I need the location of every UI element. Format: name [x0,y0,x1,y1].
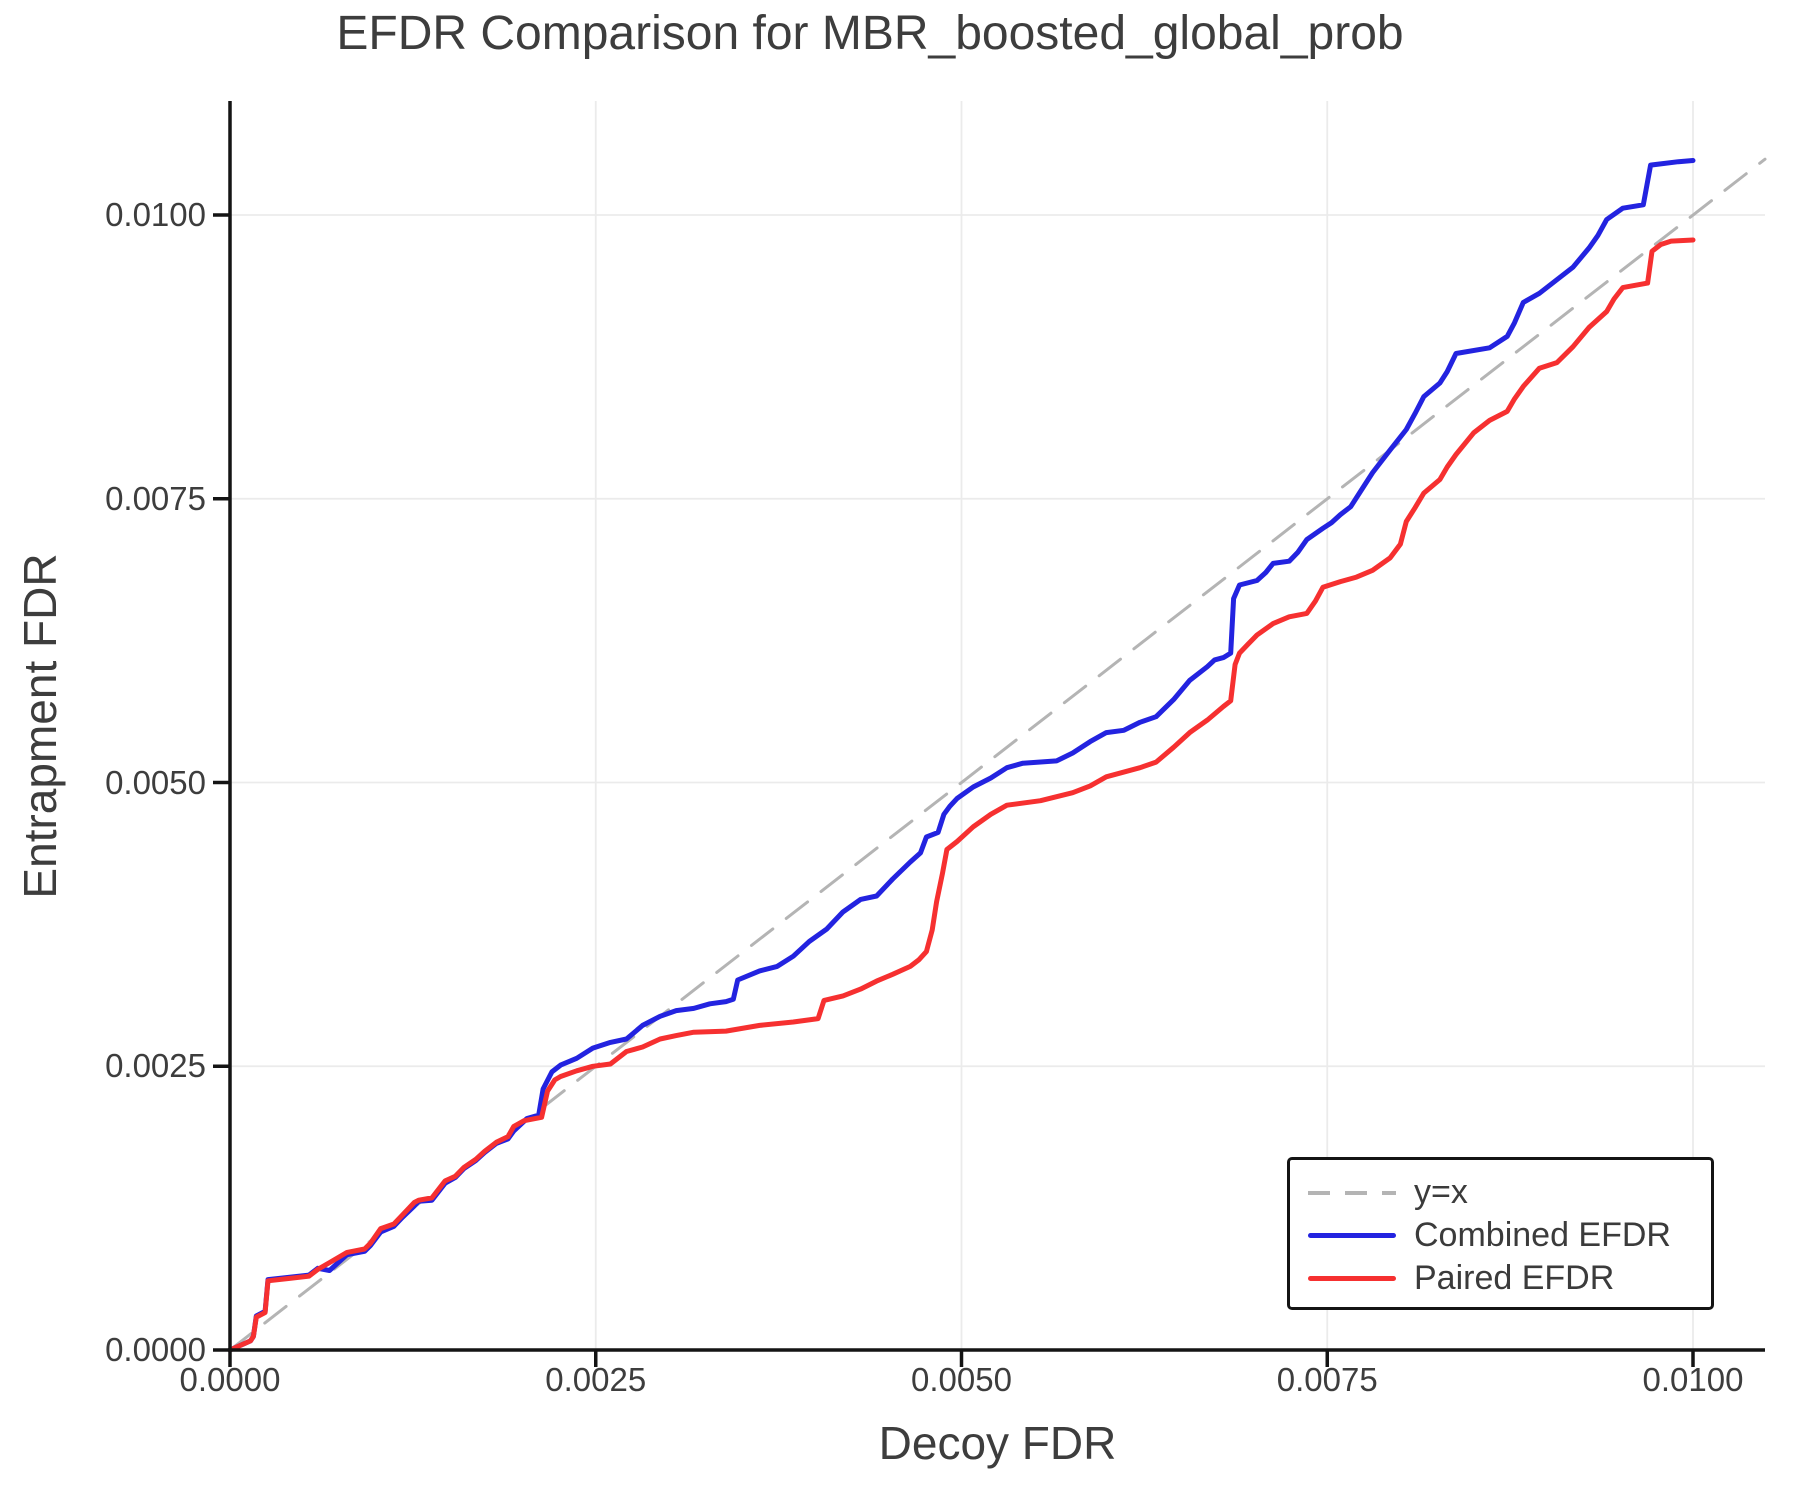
y-tick-label: 0.0000 [105,1331,206,1368]
legend-label: Combined EFDR [1414,1216,1671,1254]
legend-item-identity: y=x [1308,1171,1711,1214]
y-tick-label: 0.0075 [105,479,206,517]
legend-label: y=x [1414,1173,1468,1211]
x-tick-label: 0.0000 [179,1361,281,1398]
legend-item-paired-efdr: Paired EFDR [1308,1257,1711,1300]
paired-efdr-line [227,237,1696,1353]
x-axis-label: Decoy FDR [878,1417,1117,1469]
x-tick-label: 0.0025 [545,1361,647,1398]
y-tick-label: 0.0050 [105,763,206,801]
y-tick-label: 0.0025 [105,1047,206,1085]
legend-item-combined-efdr: Combined EFDR [1308,1214,1711,1257]
x-tick-label: 0.0075 [1276,1361,1378,1398]
legend: y=x Combined EFDR Paired EFDR [1287,1157,1714,1310]
x-tick-label: 0.0100 [1642,1361,1744,1398]
combined-efdr-line-sample [1308,1233,1396,1238]
axis-ticks [213,213,1695,1367]
data-series-lines [227,158,1696,1353]
axis-spines [228,101,1765,1352]
legend-label: Paired EFDR [1414,1259,1615,1297]
y-tick-label: 0.0100 [105,196,206,233]
identity-dashed-line-sample [1308,1190,1396,1195]
y-axis-label: Entrapment FDR [14,553,66,899]
x-tick-label: 0.0050 [911,1361,1012,1398]
chart-title: EFDR Comparison for MBR_boosted_global_p… [336,7,1404,60]
paired-efdr-line-sample [1308,1276,1396,1281]
